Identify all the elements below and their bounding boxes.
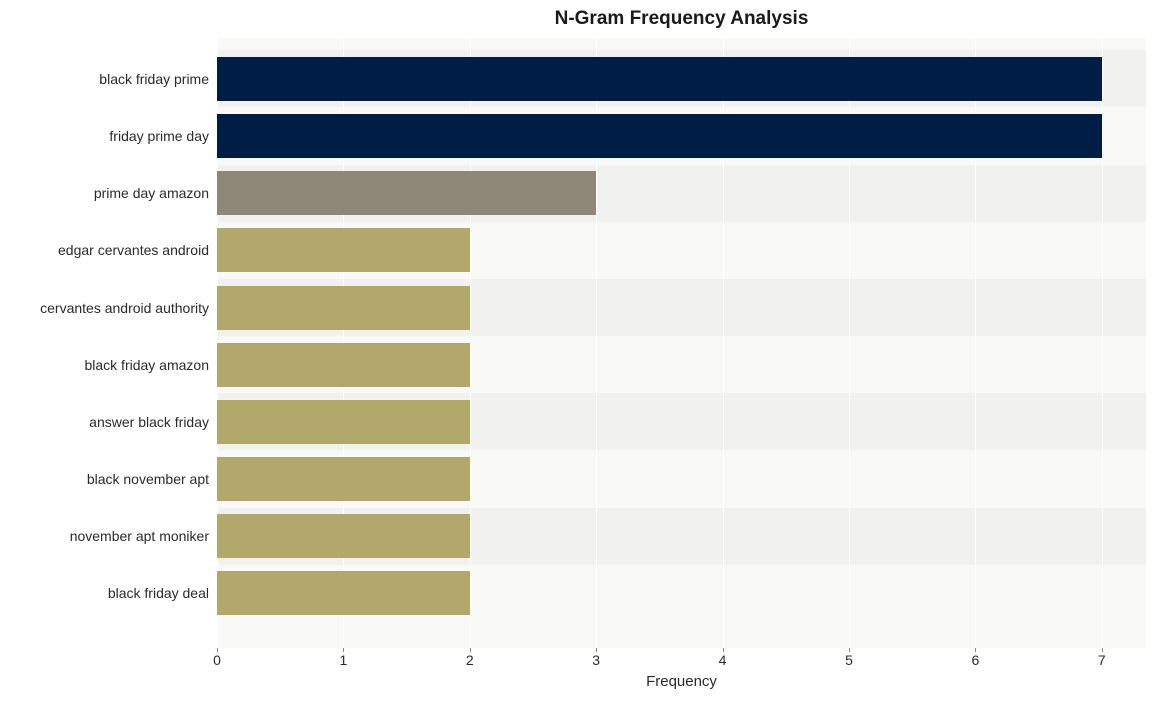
x-tick-label: 3 [592, 653, 600, 667]
y-tick-label: black friday prime [0, 72, 209, 86]
x-tick-label: 0 [213, 653, 221, 667]
x-tick-label: 1 [339, 653, 347, 667]
bar [217, 171, 596, 215]
bar [217, 286, 470, 330]
x-axis-label: Frequency [217, 674, 1146, 689]
ngram-frequency-chart: N-Gram Frequency Analysis Frequency blac… [0, 0, 1156, 701]
bar [217, 114, 1102, 158]
grid-line [1102, 38, 1103, 648]
bar [217, 400, 470, 444]
x-tick-label: 4 [719, 653, 727, 667]
x-tick-label: 5 [845, 653, 853, 667]
plot-area [217, 38, 1146, 648]
y-tick-label: cervantes android authority [0, 301, 209, 315]
bar [217, 514, 470, 558]
y-tick-label: black friday amazon [0, 358, 209, 372]
x-tick-label: 2 [466, 653, 474, 667]
bar [217, 457, 470, 501]
x-tick-label: 6 [971, 653, 979, 667]
y-tick-label: black november apt [0, 472, 209, 486]
x-tick-label: 7 [1098, 653, 1106, 667]
y-tick-label: answer black friday [0, 415, 209, 429]
bar [217, 57, 1102, 101]
y-tick-label: friday prime day [0, 129, 209, 143]
bar [217, 228, 470, 272]
y-tick-label: november apt moniker [0, 529, 209, 543]
y-tick-label: edgar cervantes android [0, 243, 209, 257]
bar [217, 343, 470, 387]
y-tick-label: black friday deal [0, 586, 209, 600]
y-tick-label: prime day amazon [0, 186, 209, 200]
bar [217, 571, 470, 615]
chart-title: N-Gram Frequency Analysis [217, 8, 1146, 30]
